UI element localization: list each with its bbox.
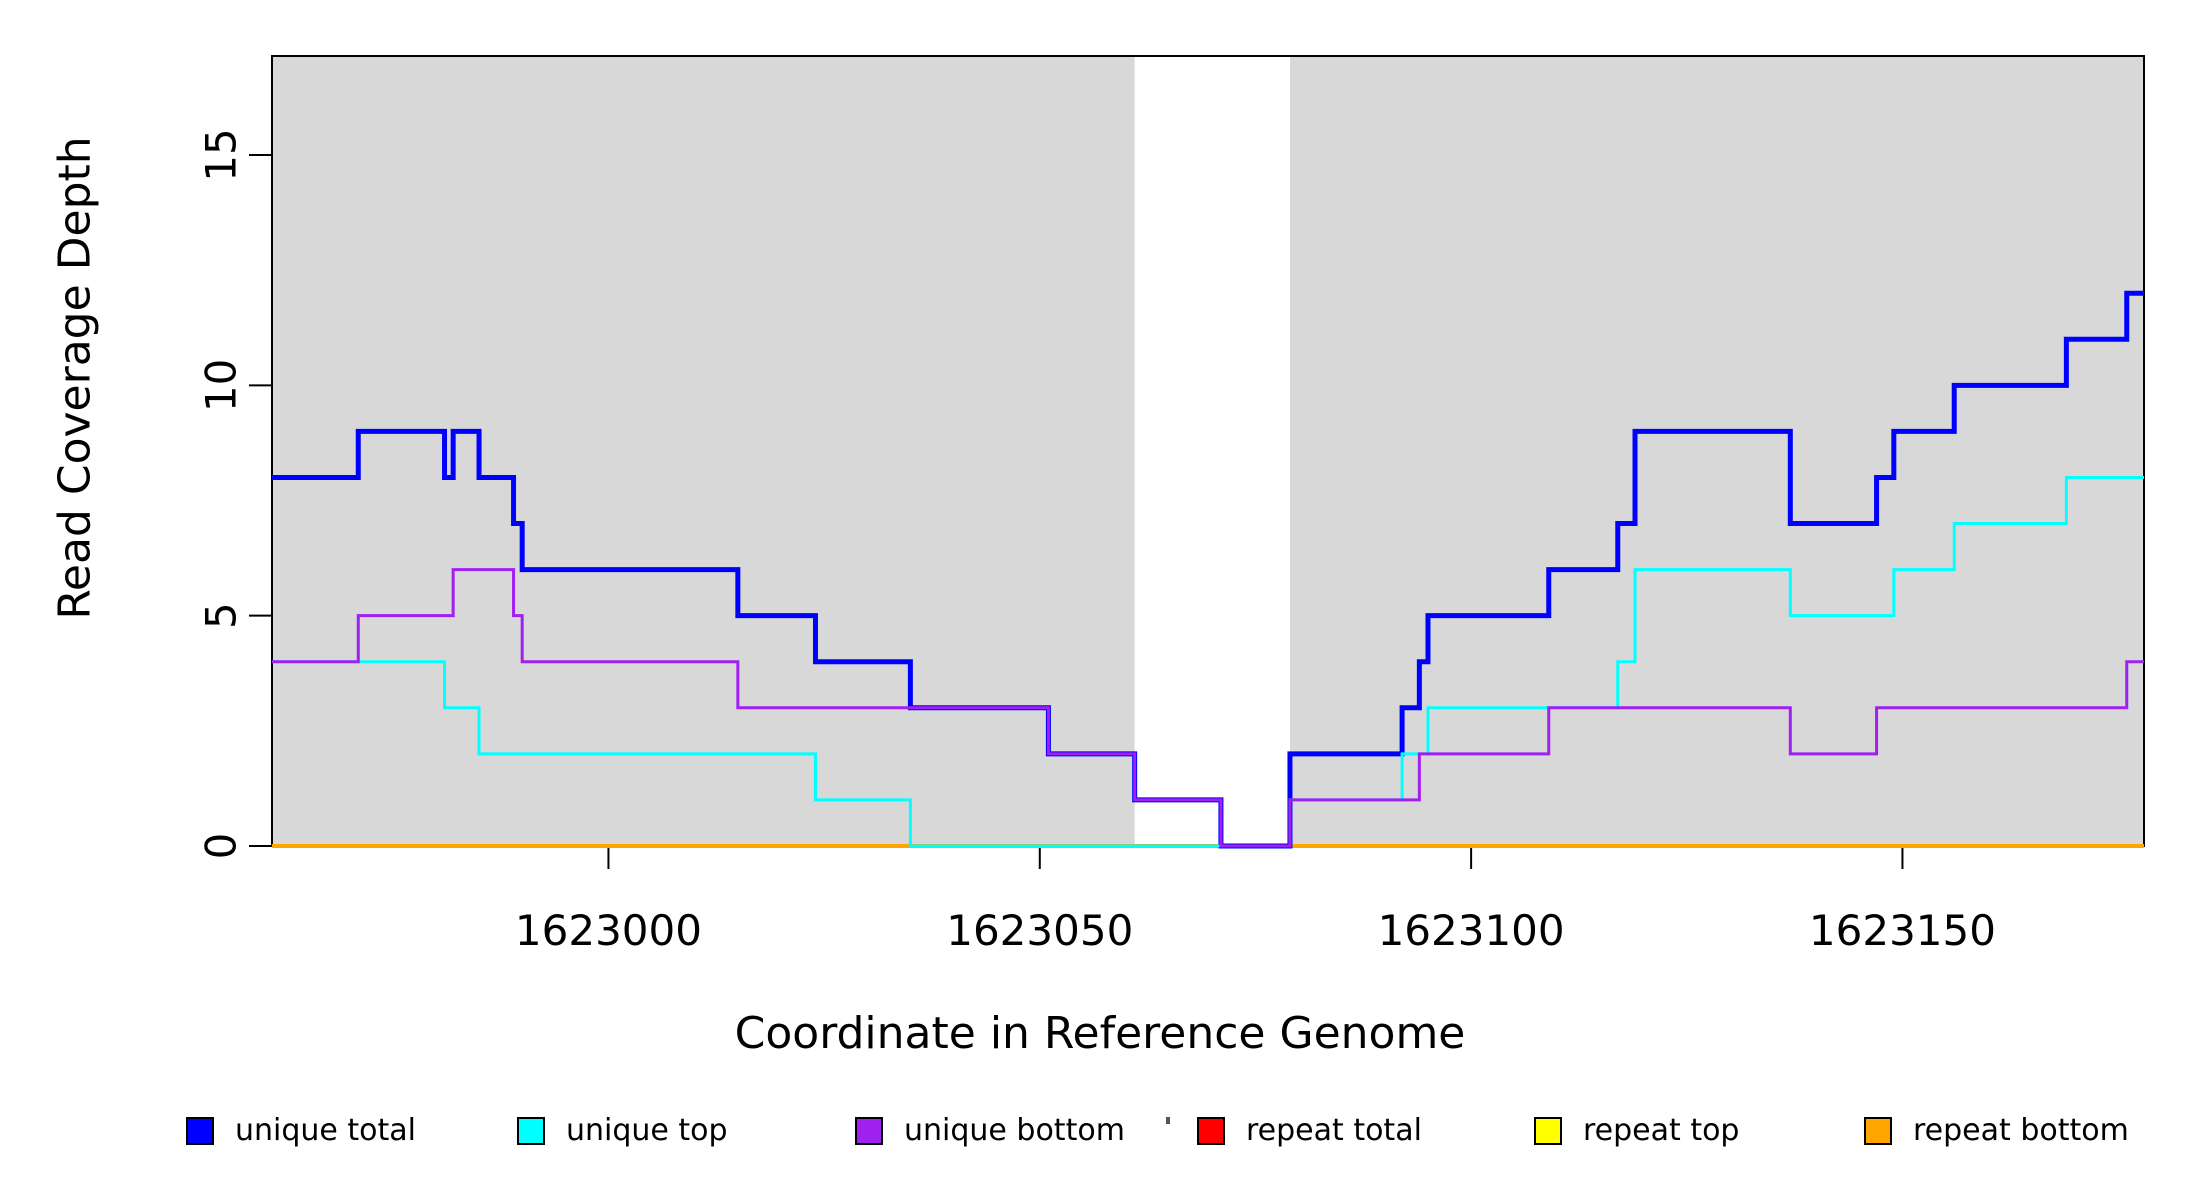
x-tick-label: 1623050 [946, 906, 1133, 955]
legend-swatch-repeat-bottom [1864, 1117, 1892, 1145]
series-line-unique-top [272, 475, 2144, 848]
y-tick-label: 0 [197, 833, 246, 860]
legend-swatch-unique-total [186, 1117, 214, 1145]
legend-label-repeat-bottom: repeat bottom [1913, 1113, 2129, 1148]
y-tick-label: 10 [197, 359, 246, 412]
y-axis-title: Read Coverage Depth [49, 136, 101, 620]
legend-label-unique-top: unique top [566, 1113, 728, 1148]
legend-swatch-unique-bottom [855, 1117, 883, 1145]
legend-label-unique-total: unique total [235, 1113, 416, 1148]
x-axis-title: Coordinate in Reference Genome [734, 1008, 1466, 1059]
legend-swatch-unique-top [517, 1117, 545, 1145]
stray-dot [1166, 1117, 1170, 1124]
y-tick-label: 5 [197, 602, 246, 629]
x-tick-label: 1623150 [1809, 906, 1996, 955]
legend-label-unique-bottom: unique bottom [904, 1113, 1125, 1148]
legend-label-repeat-total: repeat total [1246, 1113, 1422, 1148]
legend-label-repeat-top: repeat top [1583, 1113, 1739, 1148]
shaded-region-0 [272, 56, 1135, 846]
y-tick-label: 15 [197, 128, 246, 181]
series-line-unique-bottom [272, 568, 2144, 848]
legend-swatch-repeat-total [1197, 1117, 1225, 1145]
x-tick-label: 1623100 [1378, 906, 1565, 955]
shaded-region-1 [1289, 56, 2144, 846]
x-tick-label: 1623000 [515, 906, 702, 955]
legend-swatch-repeat-top [1534, 1117, 1562, 1145]
